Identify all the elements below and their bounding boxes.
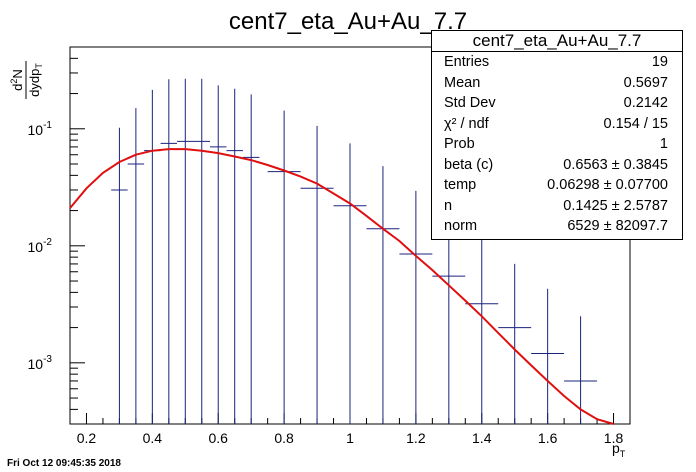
- svg-text:d2N: d2N: [9, 69, 25, 91]
- stats-value: 6529 ± 82097.7: [567, 218, 668, 234]
- stats-box: cent7_eta_Au+Au_7.7 Entries 19 Mean 0.5697 S…: [431, 30, 683, 240]
- stats-title: cent7_eta_Au+Au_7.7: [432, 31, 682, 52]
- x-tick-label: 1: [346, 430, 354, 446]
- stats-value: 0.1425 ± 2.5787: [563, 197, 668, 214]
- y-tick-label: 10-3: [28, 354, 53, 372]
- x-tick-label: 1.6: [538, 430, 558, 446]
- timestamp: Fri Oct 12 09:45:35 2018: [7, 458, 121, 469]
- stats-row: Prob 1: [432, 134, 682, 155]
- y-axis-label: d2N dydpT: [9, 61, 44, 99]
- stats-key: Mean: [444, 74, 481, 91]
- x-tick-label: 1.4: [472, 430, 492, 446]
- stats-row: Mean 0.5697: [432, 73, 682, 94]
- chart-title: cent7_eta_Au+Au_7.7: [228, 8, 468, 35]
- x-tick-label: 0.4: [143, 430, 163, 446]
- x-tick-label: 0.2: [77, 430, 97, 446]
- stats-key: n: [444, 197, 453, 214]
- stats-value: 0.2142: [623, 95, 668, 111]
- stats-row: temp 0.06298 ± 0.07700: [432, 175, 682, 196]
- stats-key: χ² / ndf: [444, 115, 489, 132]
- stats-key: norm: [444, 218, 478, 234]
- stats-value: 0.5697: [623, 74, 668, 91]
- x-tick-label: 1.8: [604, 430, 624, 446]
- stats-key: beta (c): [444, 156, 494, 173]
- x-tick-label: 0.8: [274, 430, 294, 446]
- svg-text:dydpT: dydpT: [27, 63, 44, 97]
- stats-row: n 0.1425 ± 2.5787: [432, 196, 682, 217]
- stats-value: 0.6563 ± 0.3845: [563, 156, 668, 173]
- stats-key: temp: [444, 177, 477, 193]
- stats-row: χ² / ndf 0.154 / 15: [432, 114, 682, 135]
- stats-value: 0.06298 ± 0.07700: [547, 177, 668, 193]
- x-tick-label: 1.2: [406, 430, 426, 446]
- stats-row: beta (c) 0.6563 ± 0.3845: [432, 155, 682, 176]
- stats-value: 19: [651, 54, 668, 70]
- x-axis-label: pT: [612, 440, 626, 459]
- stats-row: norm 6529 ± 82097.7: [432, 216, 682, 237]
- stats-value: 0.154 / 15: [603, 115, 669, 132]
- stats-row: Entries 19: [432, 52, 682, 73]
- y-tick-label: 10-1: [28, 120, 53, 138]
- stats-row: Std Dev 0.2142: [432, 93, 682, 114]
- stats-key: Std Dev: [444, 95, 496, 111]
- y-tick-label: 10-2: [28, 237, 53, 255]
- stats-key: Prob: [444, 136, 475, 152]
- stats-value: 1: [659, 136, 668, 152]
- stats-key: Entries: [444, 54, 490, 70]
- fit-curve: [69, 148, 614, 425]
- x-tick-label: 0.6: [209, 430, 229, 446]
